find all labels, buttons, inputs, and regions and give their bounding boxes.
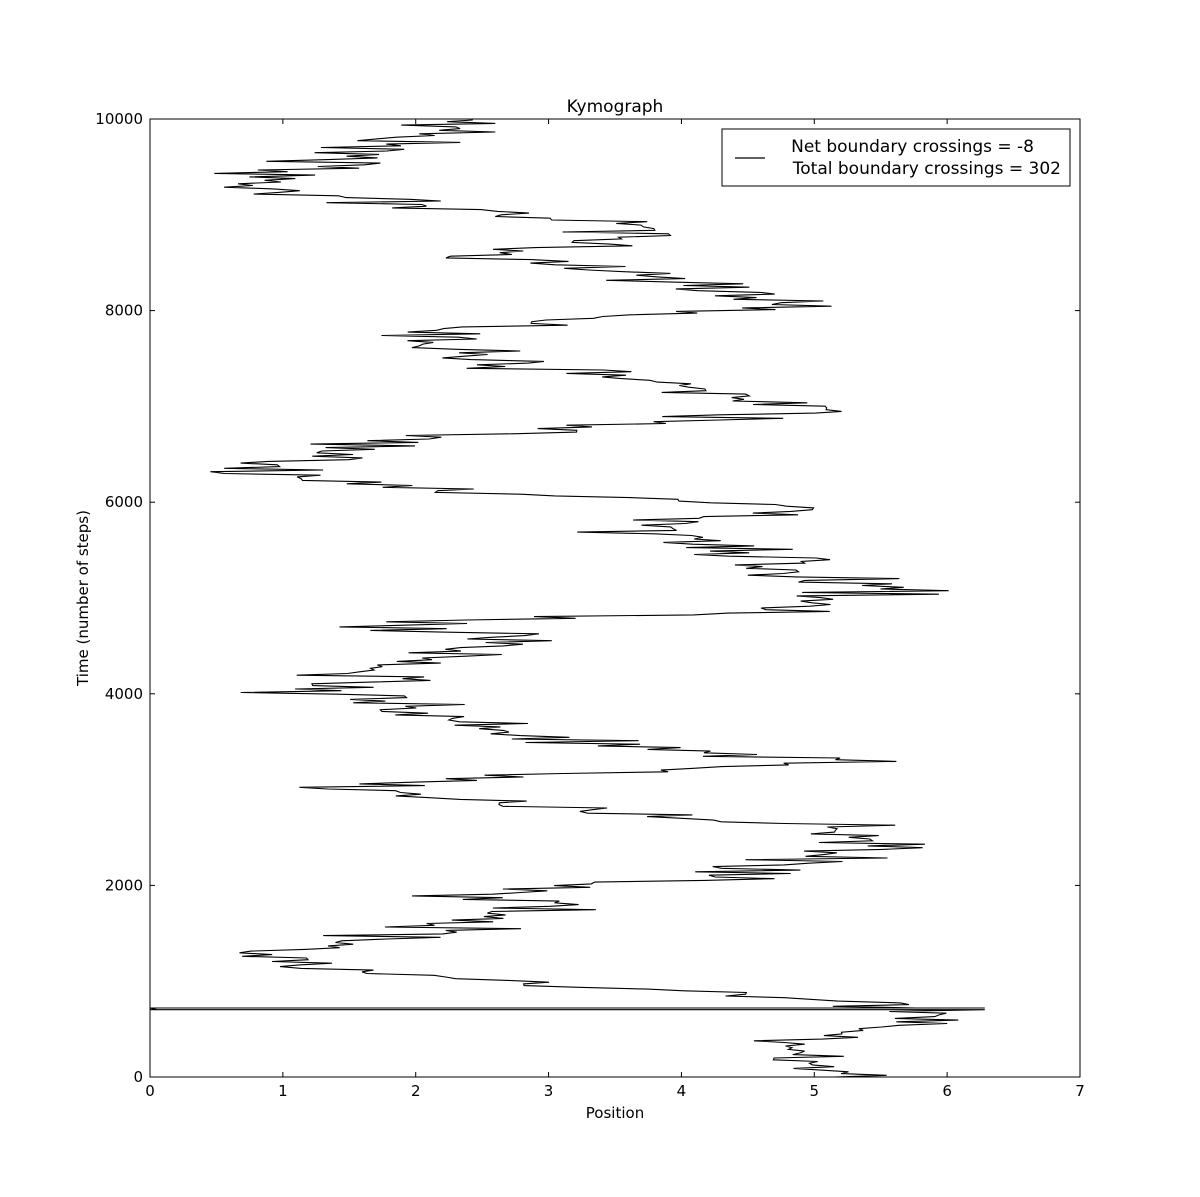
x-tick-label: 5 [810,1082,820,1100]
legend-entry-net-crossings: Net boundary crossings = -8 [791,137,1034,157]
y-axis: 0 2000 4000 6000 8000 10000 [95,110,1080,1086]
y-tick-label: 10000 [95,110,143,128]
x-tick-label: 0 [145,1082,155,1100]
trajectory-line [149,119,985,1078]
legend-entry-total-crossings: Total boundary crossings = 302 [792,159,1061,179]
trajectory-series [149,119,985,1078]
legend: Net boundary crossings = -8 Total bounda… [721,128,1071,187]
chart-title: Kymograph [567,97,664,117]
y-axis-label: Time (number of steps) [74,510,92,687]
x-tick-label: 6 [942,1082,952,1100]
x-tick-label: 4 [677,1082,687,1100]
x-axis-label: Position [586,1104,644,1122]
y-tick-label: 8000 [105,302,143,320]
legend-box [721,128,1071,187]
y-tick-label: 0 [133,1068,143,1086]
x-tick-label: 2 [411,1082,421,1100]
y-tick-label: 2000 [105,876,143,894]
x-tick-label: 1 [278,1082,288,1100]
y-tick-label: 4000 [105,685,143,703]
plot-area [149,118,1081,1078]
x-tick-label: 3 [544,1082,554,1100]
axes-frame [149,118,1081,1078]
x-tick-label: 7 [1075,1082,1085,1100]
x-axis: 0 1 2 3 4 5 6 7 [145,119,1085,1100]
y-tick-label: 6000 [105,493,143,511]
